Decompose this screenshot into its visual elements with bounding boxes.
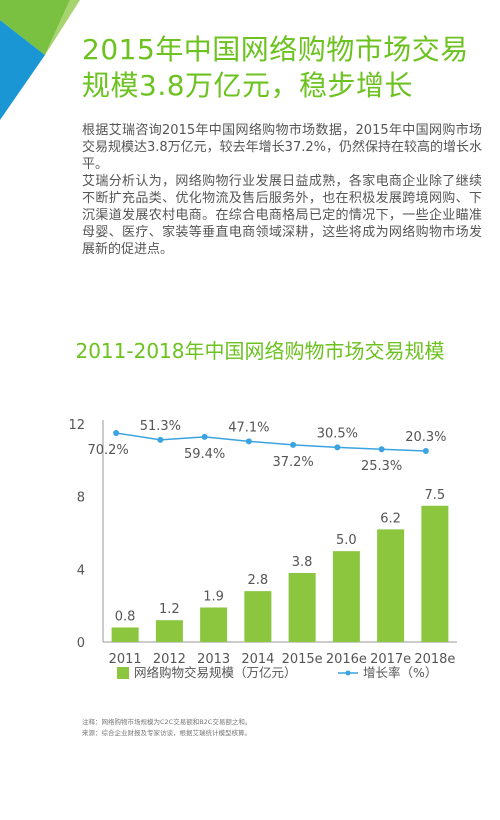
bar-2016e	[332, 551, 360, 642]
x-tick-label: 2012	[153, 652, 186, 667]
growth-rate-label: 20.3%	[405, 430, 446, 445]
legend-bar-swatch	[117, 667, 129, 679]
corner-blue-shape	[0, 20, 45, 120]
corner-light-shape	[45, 0, 80, 55]
bar-value-label: 2.8	[248, 573, 269, 588]
bar-value-label: 7.5	[425, 488, 446, 503]
bar-value-label: 5.0	[336, 533, 357, 548]
corner-green-shape	[0, 0, 70, 55]
growth-rate-label: 37.2%	[272, 455, 313, 470]
x-tick-label: 2014	[241, 652, 274, 667]
bar-2012	[155, 620, 183, 642]
bar-value-label: 1.9	[203, 589, 224, 604]
y-tick-label: 4	[77, 563, 85, 578]
legend-bar-label: 网络购物交易规模（万亿元）	[134, 665, 297, 680]
footnote-note: 注释：网络购物市场规模为C2C交易额和B2C交易额之和。	[82, 718, 252, 726]
y-tick-label: 8	[77, 491, 85, 506]
bar-2015e	[288, 572, 316, 642]
x-tick-label: 2018e	[414, 652, 455, 667]
growth-rate-point	[245, 438, 252, 445]
paragraph-1: 根据艾瑞咨询2015年中国网络购物市场数据，2015年中国网购市场交易规模达3.…	[82, 123, 482, 172]
growth-rate-point	[113, 430, 120, 436]
paragraph-2: 艾瑞分析认为，网络购物行业发展日益成熟，各家电商企业除了继续不断扩充品类、优化物…	[82, 174, 482, 257]
growth-rate-point	[334, 444, 341, 451]
x-tick-label: 2016e	[326, 652, 367, 667]
page-headline: 2015年中国网络购物市场交易规模3.8万亿元，稳步增长	[82, 33, 469, 102]
y-tick-label: 12	[68, 418, 85, 433]
growth-rate-point	[157, 436, 164, 443]
chart-title: 2011-2018年中国网络购物市场交易规模	[75, 339, 445, 363]
bar-2018e	[421, 505, 449, 642]
legend-line-marker	[345, 670, 351, 676]
bar-value-label: 1.2	[159, 602, 180, 617]
bar-value-label: 3.8	[292, 555, 313, 570]
growth-rate-line	[116, 432, 426, 452]
growth-rate-label: 47.1%	[228, 420, 269, 435]
corner-decoration	[0, 0, 80, 120]
growth-rate-label: 59.4%	[184, 447, 225, 462]
x-tick-label: 2017e	[370, 652, 411, 667]
growth-rate-label: 51.3%	[140, 419, 181, 434]
footnotes: 注释：网络购物市场规模为C2C交易额和B2C交易额之和。 来源：综合企业财报及专…	[82, 717, 482, 739]
bar-value-label: 6.2	[380, 511, 401, 526]
x-tick-label: 2013	[197, 652, 230, 667]
footnote-source: 来源：综合企业财报及专家访谈，根据艾瑞统计模型核算。	[82, 729, 251, 737]
x-tick-label: 2015e	[282, 652, 323, 667]
bar-2017e	[377, 529, 405, 642]
growth-rate-label: 30.5%	[317, 426, 358, 441]
legend-line-label: 增长率（%）	[363, 665, 437, 680]
y-tick-label: 0	[77, 636, 85, 651]
x-tick-label: 2011	[109, 652, 142, 667]
growth-rate-point	[378, 446, 385, 453]
bar-value-label: 0.8	[115, 609, 136, 624]
bar-2013	[200, 607, 228, 642]
combo-chart: 0 4 8 12 0.8 2011 1.2 2012 1.9 2013 2.8 2014 3.8 2015…	[68, 418, 457, 680]
growth-rate-label: 70.2%	[87, 443, 128, 458]
bar-2014	[244, 591, 272, 642]
growth-rate-point	[422, 448, 429, 454]
growth-rate-point	[201, 433, 208, 440]
bar-2011	[111, 627, 139, 642]
growth-rate-label: 25.3%	[361, 459, 402, 474]
growth-rate-point	[290, 441, 297, 448]
body-text: 根据艾瑞咨询2015年中国网络购物市场数据，2015年中国网购市场交易规模达3.…	[82, 122, 482, 258]
